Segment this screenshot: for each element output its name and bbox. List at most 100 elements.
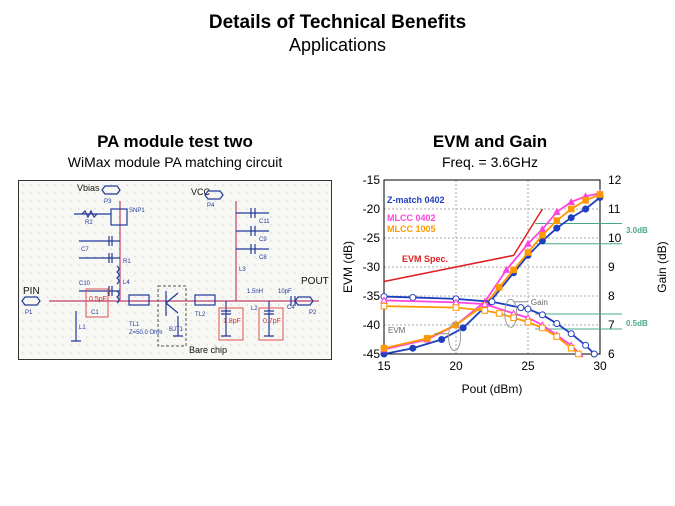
data-point <box>409 344 417 352</box>
pin-label: PIN <box>23 286 40 297</box>
vcc-label: VCC <box>191 187 211 197</box>
p3-label: P3 <box>104 199 112 205</box>
data-point <box>582 205 590 213</box>
data-point <box>480 300 489 308</box>
evm-arrow-label: EVM <box>388 326 406 335</box>
data-point <box>452 321 460 329</box>
legend-evm-spec: EVM Spec. <box>402 254 448 264</box>
impedance-label: Z=50.0 Ohm <box>129 330 163 336</box>
cap-1p8pf: 1.8pF <box>223 318 241 325</box>
data-point <box>553 333 561 340</box>
delta-high-label: 3.0dB <box>626 226 648 235</box>
data-point <box>524 249 532 256</box>
data-point <box>596 191 604 198</box>
l1-label: L1 <box>79 325 86 331</box>
data-point <box>567 344 575 352</box>
c11-label: C11 <box>259 219 270 225</box>
evm-gain-chart: 15 20 25 30-15-20-25-30-35-40-451211109876 … <box>341 173 669 396</box>
delta-low-label: 0.5dB <box>626 319 648 328</box>
data-point <box>567 330 575 338</box>
y-axis-label: EVM (dB) <box>341 241 355 293</box>
y2-tick-label: 6 <box>608 347 615 361</box>
series-line-evm-spec--evm <box>383 208 544 283</box>
data-point <box>590 350 598 358</box>
data-point <box>552 207 561 215</box>
data-point <box>380 344 388 352</box>
data-point <box>380 296 388 304</box>
legend-mlcc1005: MLCC 1005 <box>387 224 436 234</box>
inductor-label: 1.5nH <box>247 289 263 295</box>
y-tick-label: -40 <box>363 318 381 332</box>
y2-tick-label: 8 <box>608 289 615 303</box>
x-tick-label: 30 <box>593 359 607 373</box>
data-point <box>495 284 503 291</box>
bare-chip-label: Bare chip <box>189 345 227 355</box>
c1-label: C1 <box>91 310 99 316</box>
data-point <box>567 205 575 213</box>
y2-tick-label: 11 <box>608 202 621 216</box>
legend-zmatch: Z-match 0402 <box>387 195 445 205</box>
data-point <box>553 320 561 328</box>
data-point <box>495 310 503 317</box>
data-point <box>575 350 582 358</box>
slide-title: Details of Technical Benefits <box>208 12 467 33</box>
data-point <box>481 307 489 314</box>
x-axis-label: Pout (dBm) <box>462 382 523 396</box>
cap-0p5pf: 0.5pF <box>89 296 107 303</box>
data-point <box>553 224 561 232</box>
snp1-label: SNP1 <box>129 208 145 214</box>
p1-label: P1 <box>25 310 33 316</box>
y2-axis-label: Gain (dB) <box>655 241 669 292</box>
data-point <box>510 314 517 322</box>
chart-title: EVM and Gain <box>432 132 548 151</box>
c7-label: C7 <box>81 247 89 253</box>
c4-label: C4 <box>287 305 295 311</box>
y2-tick-label: 9 <box>608 260 615 274</box>
y-tick-label: -45 <box>363 347 381 361</box>
data-point <box>517 304 525 312</box>
data-point <box>567 214 575 222</box>
data-point <box>459 324 467 332</box>
y2-tick-label: 10 <box>608 231 622 245</box>
c10-label: C10 <box>79 281 91 287</box>
y-tick-label: -35 <box>363 289 381 303</box>
data-point <box>423 335 431 342</box>
pout-label: POUT <box>301 276 329 287</box>
vbias-label: Vbias <box>77 183 100 193</box>
data-point <box>510 266 517 274</box>
data-point <box>380 302 388 310</box>
r2-label: R2 <box>85 220 93 226</box>
y-tick-label: -30 <box>363 260 381 274</box>
circuit-title: PA module test two <box>97 132 253 151</box>
y2-tick-label: 12 <box>608 173 622 187</box>
y-tick-label: -15 <box>363 173 381 187</box>
l2-label: L2 <box>251 306 258 312</box>
x-tick-label: 20 <box>449 359 463 373</box>
l3-label: L3 <box>239 267 246 273</box>
gain-arrow-label: Gain <box>531 298 548 307</box>
series-line-mlcc-1005-gain <box>383 305 579 355</box>
cap-0p7pf: 0.7pF <box>263 318 281 325</box>
evm-bracket-icon <box>448 322 462 352</box>
data-point <box>488 298 496 306</box>
y-tick-label: -20 <box>363 202 381 216</box>
circuit-subtitle: WiMax module PA matching circuit <box>67 154 283 170</box>
data-point <box>452 304 460 311</box>
data-point <box>502 265 511 273</box>
data-point <box>538 311 546 319</box>
x-tick-label: 25 <box>521 359 535 373</box>
c9-label: C9 <box>259 237 267 243</box>
data-point <box>582 341 590 349</box>
bjt1-label: BJT1 <box>169 327 184 333</box>
slide-subtitle: Applications <box>288 35 387 55</box>
data-point <box>539 231 546 239</box>
x-tick-label: 15 <box>377 359 391 373</box>
data-point <box>409 293 417 301</box>
data-point <box>524 239 532 247</box>
data-point <box>524 318 532 326</box>
legend-mlcc0402: MLCC 0402 <box>387 213 436 223</box>
data-point <box>438 336 446 343</box>
circuit-schematic: 0.5pF 1.8pF 0.7pF Vbias VCC PIN POUT Bare … <box>18 180 332 360</box>
p2-label: P2 <box>309 310 317 316</box>
tl1-label: TL1 <box>129 322 140 328</box>
